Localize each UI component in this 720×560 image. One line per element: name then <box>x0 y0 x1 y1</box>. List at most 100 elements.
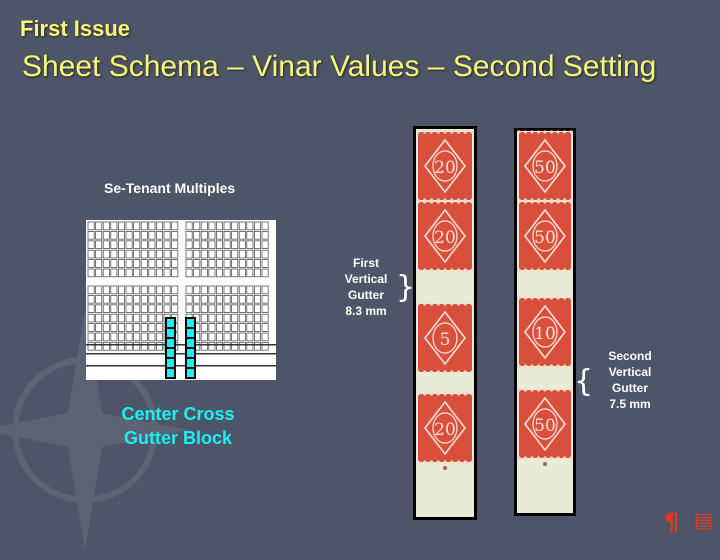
grid-cell <box>156 221 164 231</box>
grid-cell <box>156 342 164 351</box>
perforation-dot <box>443 200 447 204</box>
grid-cell <box>253 304 261 314</box>
grid-cell <box>118 295 126 304</box>
perforation-dot <box>549 130 554 134</box>
grid-cell <box>185 295 193 304</box>
stamp-value: 20 <box>434 228 456 248</box>
grid-cell <box>140 259 148 268</box>
grid-cell <box>102 313 110 323</box>
grid-cell <box>246 313 254 323</box>
paragraph-icon[interactable]: ¶ <box>664 508 680 536</box>
stamp: 10 <box>517 296 573 368</box>
perforation-dot <box>536 130 541 134</box>
stamp-value: 5 <box>440 330 451 350</box>
perforation-dot <box>443 370 447 374</box>
grid-cell <box>133 304 141 314</box>
gutter-block-cell <box>167 339 174 347</box>
perforation-dot <box>569 388 573 392</box>
grid-cell <box>110 259 118 268</box>
grid-cell <box>185 230 193 240</box>
grid-cell <box>193 221 201 231</box>
grid-cell <box>133 332 141 342</box>
grid-cell <box>246 304 254 314</box>
grid-cell <box>148 332 156 342</box>
grid-cell <box>156 268 164 278</box>
grid-cell <box>118 285 126 295</box>
perforation-dot <box>416 392 420 396</box>
perforation-dot <box>517 456 521 460</box>
stamp-body <box>418 394 472 462</box>
grid-cell <box>110 313 118 323</box>
perforation-dot <box>463 268 467 272</box>
perforation-dot <box>463 200 467 204</box>
perforation-dot <box>436 200 440 204</box>
grid-cell <box>87 295 95 304</box>
grid-cell <box>148 240 156 249</box>
grid-cell <box>125 295 133 304</box>
grid-cell <box>133 342 141 351</box>
grid-cell <box>102 304 110 314</box>
grid-cell <box>253 240 261 249</box>
grid-cell <box>215 268 223 278</box>
grid-cell <box>246 323 254 332</box>
perforation-dot <box>543 364 547 368</box>
gutter-block-cell <box>167 329 174 337</box>
perforation-dot <box>463 130 467 134</box>
grid-cell <box>231 240 239 249</box>
perforation-dot <box>456 200 461 204</box>
perforation-dot <box>456 370 461 374</box>
grid-cell <box>156 249 164 259</box>
grid-cell <box>208 323 216 332</box>
grid-cell <box>185 240 193 249</box>
grid-cell <box>118 313 126 323</box>
grid-cell <box>246 230 254 240</box>
grid-cell <box>110 230 118 240</box>
grid-cell <box>200 342 208 351</box>
stamp-body <box>519 390 571 458</box>
gutter-block-cell <box>187 339 194 347</box>
perforation-dot <box>569 364 573 368</box>
stamp-value: 50 <box>534 158 556 178</box>
grid-cell <box>200 313 208 323</box>
grid-cell <box>200 249 208 259</box>
grid-cell <box>140 240 148 249</box>
grid-cell <box>87 342 95 351</box>
perforation-dot <box>543 130 547 134</box>
perforation-dot <box>536 388 541 392</box>
grid-cell <box>163 240 171 249</box>
stamp-value: 20 <box>434 420 456 440</box>
stamp-strip-right-image: 50 50 10 50 <box>517 130 573 513</box>
grid-cell <box>156 295 164 304</box>
document-icon[interactable]: ▤ <box>694 508 713 532</box>
perforation-dot <box>443 460 447 464</box>
perforation-dot <box>470 130 474 134</box>
perforation-dot <box>470 200 474 204</box>
grid-cell <box>95 342 103 351</box>
stamp-oval <box>532 316 558 348</box>
perforation-dot <box>562 388 567 392</box>
grid-cell <box>208 332 216 342</box>
grid-cell <box>156 259 164 268</box>
perforation-dot <box>530 200 534 204</box>
grid-cell <box>156 323 164 332</box>
perforation-dot <box>536 296 541 300</box>
grid-cell <box>208 249 216 259</box>
perforation-dot <box>543 268 547 272</box>
perforation-dot <box>523 296 528 300</box>
grid-cell <box>185 259 193 268</box>
perforation-dot <box>517 296 521 300</box>
perforation-dot <box>556 296 560 300</box>
first-gutter-label: First Vertical Gutter 8.3 mm <box>336 255 396 319</box>
grid-cell <box>140 268 148 278</box>
grid-cell <box>133 221 141 231</box>
grid-cell <box>261 259 269 268</box>
grid-cell <box>95 268 103 278</box>
grid-cell <box>208 259 216 268</box>
perforation-dot <box>556 268 560 272</box>
stamp-body <box>418 202 472 270</box>
perforation-dot <box>429 370 434 374</box>
grid-cell <box>231 259 239 268</box>
perforation-dot <box>423 392 427 396</box>
grid-cell <box>125 268 133 278</box>
gutter-block-cell <box>187 319 194 327</box>
